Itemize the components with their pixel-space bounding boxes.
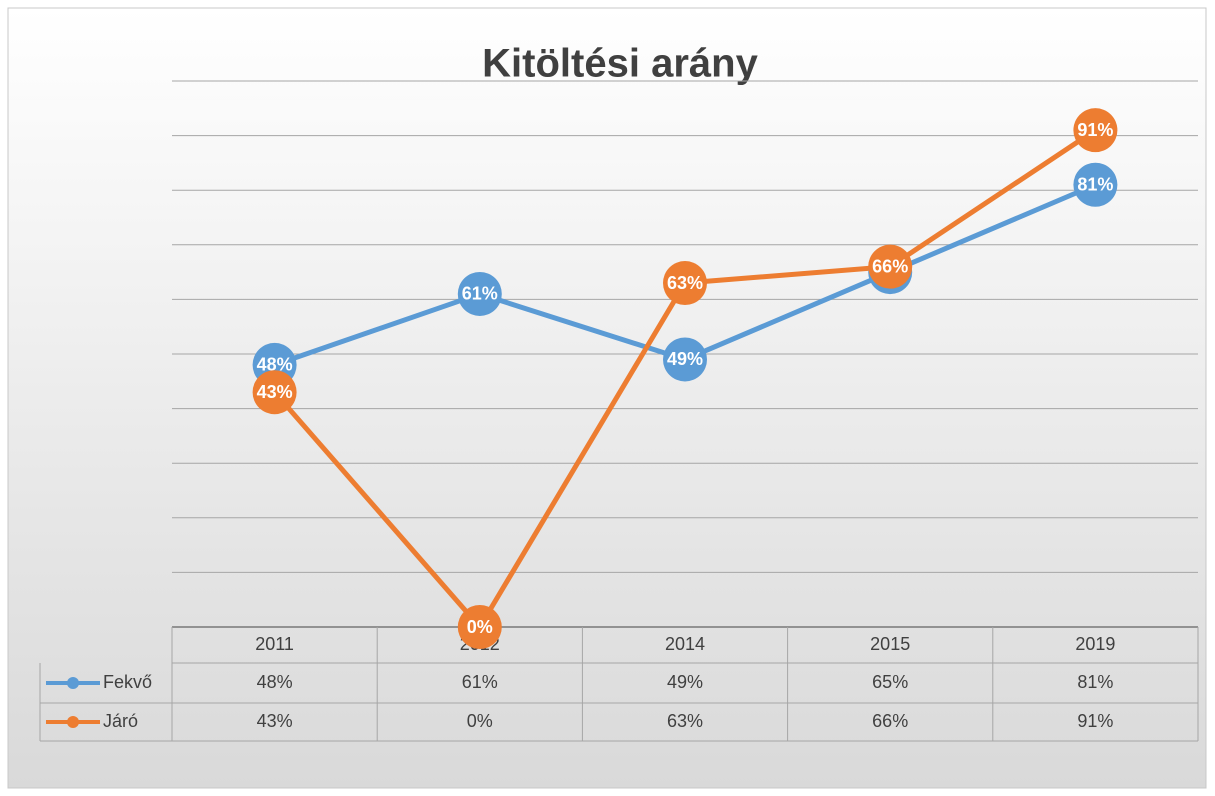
table-cell: 65% (872, 672, 908, 692)
marker (252, 370, 297, 415)
marker (1073, 108, 1118, 153)
x-tick-label: 2019 (1075, 634, 1115, 654)
data-label: 49% (667, 349, 703, 369)
legend-label: Fekvő (103, 672, 152, 692)
x-tick-label: 2011 (255, 634, 294, 654)
table-cell: 81% (1077, 672, 1113, 692)
marker (663, 261, 707, 306)
table-cell: 43% (257, 711, 293, 731)
marker (868, 244, 913, 289)
table-cell: 63% (667, 711, 703, 731)
data-label: 48% (257, 355, 293, 375)
x-tick-label: 2014 (665, 634, 705, 654)
table-cell: 48% (257, 672, 293, 692)
data-label: 43% (257, 382, 293, 402)
table-cell: 91% (1077, 711, 1113, 731)
data-label: 61% (462, 284, 498, 304)
marker (663, 337, 707, 382)
data-label: 66% (872, 256, 908, 276)
marker (1073, 162, 1118, 207)
chart-title: Kitöltési arány (482, 42, 758, 86)
data-label: 91% (1077, 120, 1113, 140)
marker (457, 605, 502, 649)
table-cell: 0% (467, 711, 493, 731)
table-cell: 66% (872, 711, 908, 731)
marker (457, 271, 502, 316)
legend-key (67, 716, 79, 728)
legend-key (67, 677, 79, 689)
data-label: 0% (467, 617, 493, 637)
data-label: 63% (667, 273, 703, 293)
legend-label: Járó (103, 711, 138, 731)
table-cell: 49% (667, 672, 703, 692)
chart-background (7, 7, 1207, 789)
x-tick-label: 2015 (870, 634, 910, 654)
table-cell: 61% (462, 672, 498, 692)
data-label: 81% (1077, 174, 1113, 194)
